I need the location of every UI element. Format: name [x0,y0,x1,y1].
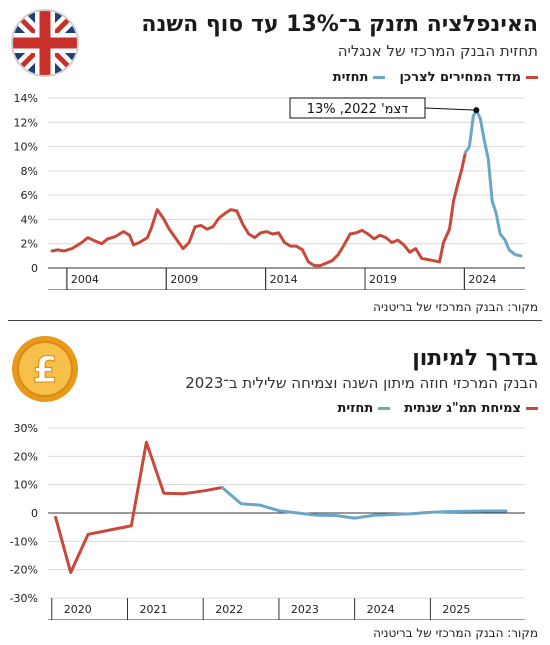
x-tick-label: 2004 [71,273,99,286]
legend-label-forecast: תחזית [337,401,374,416]
y-tick-label: 8% [21,165,38,178]
x-tick-label: 2021 [140,603,168,616]
x-tick-label: 2023 [291,603,319,616]
y-tick-label: 10% [14,141,38,154]
y-tick-label: 2% [21,238,38,251]
legend-label-forecast: תחזית [332,70,369,85]
legend-swatch-forecast [373,76,386,79]
annotation-leader [424,107,477,111]
y-tick-label: 0 [31,262,38,275]
gdp-line [54,440,224,574]
legend-item-actual: צמיחת תמ"ג שנתית [404,401,538,416]
forecast-line [463,108,523,258]
legend-item-forecast: תחזית [337,401,391,416]
annotation-box [289,97,426,119]
uk-flag-icon [11,9,79,77]
x-tick-label: 2025 [442,603,470,616]
y-tick-label: 14% [14,92,38,105]
x-tick-label: 2024 [367,603,395,616]
x-tick-label: 2019 [369,273,397,286]
legend-swatch-actual [526,407,538,410]
forecast-line [220,486,508,520]
legend-label-actual: צמיחת תמ"ג שנתית [404,401,521,416]
x-tick-label: 2014 [270,273,298,286]
y-tick-label: 30% [14,422,38,435]
legend-swatch-forecast [378,407,391,410]
x-tick-label: 2020 [64,603,92,616]
legend-item-actual: מדד המחירים לצרכן [399,70,538,85]
chart-source: מקור: הבנק המרכזי של בריטניה [373,300,538,314]
x-tick-label: 2022 [215,603,243,616]
chart-subtitle: הבנק המרכזי חוזה מיתון השנה וצמיחה שלילי… [185,374,538,392]
panel-divider [8,320,542,321]
chart-title: בדרך למיתון [412,346,538,371]
chart-legend: מדד המחירים לצרכן תחזית [333,70,538,85]
y-tick-label: 0 [31,507,38,520]
gdp-panel: £ בדרך למיתון הבנק המרכזי חוזה מיתון השנ… [0,322,550,645]
annotation-label: דצמ' 2022, 13% [307,102,409,117]
pound-coin-icon: £ [12,336,78,402]
legend-item-forecast: תחזית [333,70,386,85]
cpi-line [50,151,467,268]
y-tick-label: 20% [14,450,38,463]
y-tick-label: 10% [14,479,38,492]
x-tick-label: 2009 [170,273,198,286]
y-tick-label: 12% [14,116,38,129]
legend-swatch-actual [526,76,538,79]
chart-subtitle: תחזית הבנק המרכזי של אנגליה [337,42,538,60]
x-tick-label: 2024 [468,273,496,286]
y-tick-label: 4% [21,213,38,226]
inflation-chart: 0 2% 4% 6% 8% 10% 12% 14% 2004 2009 2014 2019 2024 דצ… [14,92,525,290]
inflation-panel: האינפלציה תזנק ב־13% עד סוף השנה תחזית ה… [0,0,550,320]
chart-legend: צמיחת תמ"ג שנתית תחזית [337,401,538,416]
y-tick-label: -20% [10,564,38,577]
y-tick-label: 6% [21,189,38,202]
legend-label-actual: מדד המחירים לצרכן [399,70,521,85]
gdp-chart: -30% -20% -10% 0 10% 20% 30% 2020 2021 2022 2023 20… [10,422,525,620]
svg-text:£: £ [32,350,57,391]
y-tick-label: -10% [10,535,38,548]
chart-source: מקור: הבנק המרכזי של בריטניה [373,626,538,640]
y-tick-label: -30% [10,592,38,605]
chart-title: האינפלציה תזנק ב־13% עד סוף השנה [141,12,538,37]
